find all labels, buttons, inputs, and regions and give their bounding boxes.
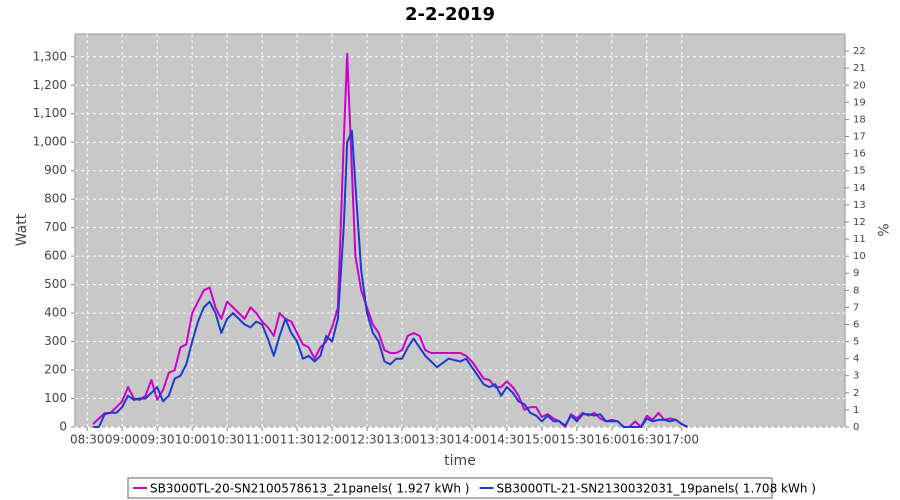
y2-tick-label: 14 [853,183,866,194]
x-tick-label: 16:30 [630,433,665,447]
y2-tick-label: 4 [853,354,859,365]
x-tick-label: 09:30 [140,433,175,447]
x-tick-label: 11:30 [280,433,315,447]
series-line [93,129,689,428]
y2-tick-label: 5 [853,337,859,348]
y2-tick-label: 13 [853,200,866,211]
y-tick-label: 900 [44,163,67,177]
x-tick-label: 12:00 [315,433,350,447]
x-tick-label: 15:30 [560,433,595,447]
legend-entry: SB3000TL-21-SN2130032031_19panels( 1.708… [496,482,815,496]
y2-tick-label: 20 [853,80,866,91]
x-tick-label: 16:00 [595,433,630,447]
x-tick-label: 12:30 [350,433,385,447]
y-tick-label: 300 [44,334,67,348]
y-tick-label: 600 [44,249,67,263]
y-tick-label: 400 [44,306,67,320]
y2-tick-label: 6 [853,319,859,330]
y-tick-label: 100 [44,391,67,405]
y2-axis-label: % [874,223,890,236]
chart-title: 2-2-2019 [405,4,495,25]
y-tick-label: 700 [44,220,67,234]
x-tick-label: 09:00 [105,433,140,447]
x-axis-label: time [444,453,476,469]
y2-tick-label: 21 [853,63,866,74]
y2-tick-label: 19 [853,97,866,108]
x-tick-label: 17:00 [664,433,699,447]
plot-area [74,33,846,428]
y-tick-label: 200 [44,363,67,377]
y-tick-label: 1,200 [33,78,67,92]
y-tick-label: 1,100 [33,106,67,120]
y2-tick-label: 12 [853,217,866,228]
x-tick-label: 13:00 [385,433,420,447]
x-tick-label: 08:30 [70,433,105,447]
y2-tick-label: 11 [853,234,866,245]
y-tick-label: 500 [44,277,67,291]
y-tick-label: 0 [59,420,67,434]
y2-tick-label: 22 [853,46,866,57]
y2-tick-label: 17 [853,132,866,143]
x-tick-label: 15:00 [525,433,560,447]
legend [127,477,773,499]
y-axis-label: Watt [14,213,30,246]
y2-tick-label: 7 [853,302,859,313]
y2-tick-label: 10 [853,251,866,262]
x-tick-label: 11:00 [245,433,280,447]
x-tick-label: 10:00 [175,433,210,447]
y2-tick-label: 16 [853,149,866,160]
y2-tick-label: 9 [853,268,859,279]
x-tick-label: 14:30 [490,433,525,447]
y2-tick-label: 8 [853,285,859,296]
x-tick-label: 14:00 [455,433,490,447]
y2-tick-label: 1 [853,405,859,416]
y2-tick-label: 3 [853,371,859,382]
y-tick-label: 1,300 [33,49,67,63]
y2-tick-label: 18 [853,114,866,125]
legend-entry: SB3000TL-20-SN2100578613_21panels( 1.927… [150,482,469,496]
y-tick-label: 1,000 [33,135,67,149]
y2-tick-label: 2 [853,388,859,399]
x-tick-label: 10:30 [210,433,245,447]
y2-tick-label: 0 [853,422,859,433]
x-tick-label: 13:30 [420,433,455,447]
y2-tick-label: 15 [853,166,866,177]
y-tick-label: 800 [44,192,67,206]
